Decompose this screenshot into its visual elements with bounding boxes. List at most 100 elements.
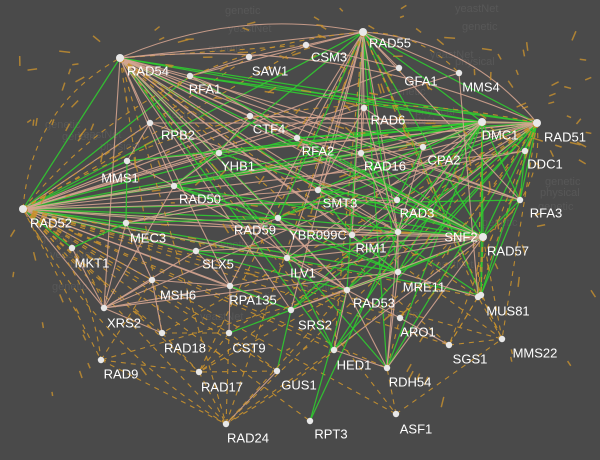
graph-node-ddc1[interactable] xyxy=(521,147,529,155)
graph-node-rad55[interactable] xyxy=(359,28,367,36)
genetic-edge-dash xyxy=(462,129,469,136)
graph-node-rad53[interactable] xyxy=(343,286,351,294)
graph-node-cpa2[interactable] xyxy=(419,143,427,151)
node-label-ilv1: ILV1 xyxy=(290,265,316,280)
graph-node-rad51[interactable] xyxy=(533,119,541,127)
network-edge-orange xyxy=(448,296,479,346)
genetic-edge-dash xyxy=(93,240,102,246)
graph-node-snf2[interactable] xyxy=(479,233,487,241)
network-edge-green xyxy=(480,236,484,296)
graph-node-rfa2[interactable] xyxy=(293,134,301,142)
node-label-csm3: CSM3 xyxy=(311,49,347,64)
graph-node-rpb2[interactable] xyxy=(146,119,154,127)
graph-node-sgs1[interactable] xyxy=(445,341,453,349)
genetic-edge-dash xyxy=(349,194,359,201)
node-label-mkt1: MKT1 xyxy=(75,255,110,270)
genetic-edge-dash xyxy=(419,335,425,343)
graph-node-slx5[interactable] xyxy=(192,247,200,255)
graph-node-rad9[interactable] xyxy=(97,356,105,364)
network-edge-green xyxy=(397,122,538,273)
network-edge-green xyxy=(22,57,121,210)
network-edge-orange xyxy=(482,236,503,340)
network-edge-orange xyxy=(198,370,278,373)
graph-node-mms4[interactable] xyxy=(455,69,463,77)
graph-node-rad24[interactable] xyxy=(222,420,230,428)
network-edge-orange xyxy=(386,367,397,415)
network-edge-salmon xyxy=(189,56,250,77)
network-edge-orange xyxy=(228,332,278,372)
genetic-edge-dash xyxy=(509,356,513,362)
graph-node-rad16[interactable] xyxy=(357,149,365,157)
graph-node-asf1[interactable] xyxy=(392,410,400,418)
node-label-mre11: MRE11 xyxy=(403,279,445,294)
network-edge-salmon xyxy=(249,115,298,139)
watermark-label: genetic xyxy=(462,21,498,33)
node-label-rad52: RAD52 xyxy=(30,215,72,230)
network-edge-green xyxy=(480,199,521,296)
genetic-edge-dash xyxy=(133,157,137,169)
network-edge-salmon xyxy=(360,107,365,154)
genetic-edge-dash xyxy=(211,163,219,172)
network-edge-salmon xyxy=(151,279,163,334)
graph-node-rad6[interactable] xyxy=(360,104,368,112)
graph-node-ilv1[interactable] xyxy=(283,254,291,262)
graph-node-ctf4[interactable] xyxy=(246,112,254,120)
graph-node-msh6[interactable] xyxy=(148,276,156,284)
graph-node-rfa1[interactable] xyxy=(186,72,194,80)
network-edge-salmon xyxy=(189,75,521,201)
graph-node-rpt3[interactable] xyxy=(306,417,314,425)
watermark-label: genetic xyxy=(45,119,81,131)
graph-node-rpa135[interactable] xyxy=(226,282,234,290)
graph-node-rad3[interactable] xyxy=(393,196,401,204)
graph-node-rdh54[interactable] xyxy=(383,364,391,372)
graph-node-yhb1[interactable] xyxy=(215,149,223,157)
genetic-edge-dash xyxy=(92,35,101,43)
graph-node-xrs2[interactable] xyxy=(100,304,108,312)
network-edge-salmon xyxy=(249,115,484,238)
graph-node-gfa1[interactable] xyxy=(395,64,403,72)
graph-node-rad18[interactable] xyxy=(158,329,166,337)
network-edge-green xyxy=(119,57,484,238)
graph-node-rad50[interactable] xyxy=(170,182,178,190)
genetic-edge-dash xyxy=(427,292,435,300)
node-label-snf2: SNF2 xyxy=(444,229,477,244)
node-layer[interactable] xyxy=(19,28,541,428)
graph-node-srs2[interactable] xyxy=(287,306,295,314)
graph-node-rad54[interactable] xyxy=(116,54,124,62)
genetic-edge-dash xyxy=(402,126,408,138)
graph-node-mre11[interactable] xyxy=(394,268,402,276)
graph-node-saw1[interactable] xyxy=(245,53,253,61)
graph-node-rfa3[interactable] xyxy=(516,196,524,204)
network-edge-orange xyxy=(161,332,200,373)
graph-node-rad17[interactable] xyxy=(195,368,203,376)
graph-node-rad59[interactable] xyxy=(274,214,282,222)
graph-node-rim1[interactable] xyxy=(394,228,402,236)
graph-node-gus1[interactable] xyxy=(273,367,281,375)
genetic-edge-dash xyxy=(454,170,458,175)
genetic-edge-dash xyxy=(127,219,133,222)
graph-node-mec3[interactable] xyxy=(122,219,130,227)
graph-node-mkt1[interactable] xyxy=(68,244,76,252)
graph-node-smt3[interactable] xyxy=(314,186,322,194)
graph-node-mus81[interactable] xyxy=(474,293,482,301)
graph-node-cst9[interactable] xyxy=(225,329,233,337)
graph-node-aro1[interactable] xyxy=(396,314,404,322)
graph-node-hed1[interactable] xyxy=(330,346,338,354)
graph-node-csm3[interactable] xyxy=(302,41,310,49)
genetic-edge-dash xyxy=(258,217,270,221)
genetic-edge-dash xyxy=(324,145,329,154)
genetic-edge-dash xyxy=(65,194,70,197)
genetic-edge-dash xyxy=(65,123,71,132)
graph-node-rad52[interactable] xyxy=(19,205,27,213)
graph-node-dmc1[interactable] xyxy=(478,118,486,126)
network-edge-green xyxy=(296,121,483,139)
graph-node-mms22[interactable] xyxy=(498,335,506,343)
genetic-edge-dash xyxy=(578,159,587,165)
genetic-edge-dash xyxy=(303,46,311,51)
graph-node-ybr099c[interactable] xyxy=(348,231,356,239)
genetic-edge-dash xyxy=(74,232,82,238)
graph-node-mms1[interactable] xyxy=(123,157,131,165)
network-edge-green xyxy=(481,121,484,238)
